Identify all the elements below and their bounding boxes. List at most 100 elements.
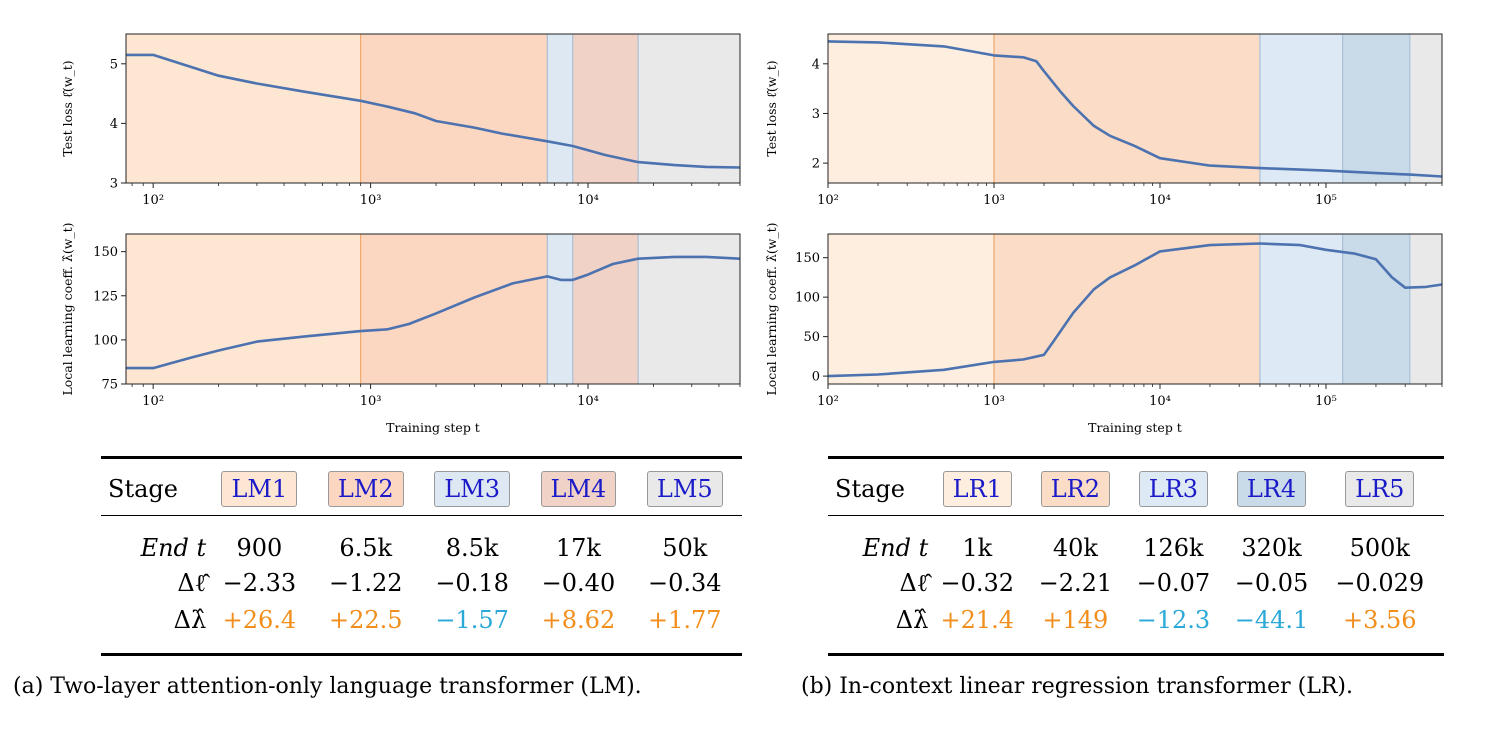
y-tick-label: 150 bbox=[795, 251, 820, 266]
end-step-value: 17k bbox=[555, 534, 601, 562]
lm-caption: (a) Two-layer attention-only language tr… bbox=[13, 674, 642, 699]
delta-loss-value: −1.22 bbox=[328, 569, 403, 597]
stage-header-row: Stage LR1 LR2 LR3 LR4 LR5 bbox=[835, 467, 1439, 511]
row-label-dllc: Δλ̂ bbox=[173, 606, 207, 634]
y-tick-label: 3 bbox=[812, 107, 820, 122]
plot-frame bbox=[125, 233, 741, 385]
y-tick-label: 3 bbox=[110, 177, 118, 192]
y-tick-label: 5 bbox=[110, 57, 118, 72]
stage-chip: LR1 bbox=[942, 471, 1012, 507]
stage-chip: LR5 bbox=[1345, 471, 1415, 507]
delta-loss-row: Δℓ̂ −2.33 −1.22 −0.18 −0.40 −0.34 bbox=[108, 565, 738, 601]
stage-band bbox=[126, 234, 361, 384]
delta-loss-value: −2.21 bbox=[1038, 569, 1113, 597]
stage-band bbox=[828, 34, 994, 183]
lm-stage-table: Stage LM1 LM2 LM3 LM4 LM5 End t 900 6.5k… bbox=[108, 467, 738, 639]
x-axis-label: Training step t bbox=[386, 420, 480, 435]
table-mid-rule bbox=[828, 515, 1444, 517]
stage-band bbox=[638, 34, 740, 183]
stage-chip: LM5 bbox=[646, 471, 723, 507]
table-top-rule bbox=[828, 456, 1444, 459]
series-line bbox=[827, 40, 1443, 178]
x-tick-label: 10⁴ bbox=[577, 193, 599, 208]
end-step-value: 500k bbox=[1349, 534, 1410, 562]
lm-llc-plot: 75 100 125 150 10² 10³ 10⁴ Local learning coeff… bbox=[60, 222, 741, 435]
y-tick-label: 150 bbox=[93, 245, 118, 260]
stage-header-label: Stage bbox=[108, 475, 178, 503]
end-step-value: 126k bbox=[1143, 534, 1204, 562]
stage-band bbox=[1409, 34, 1442, 183]
stage-chip: LM2 bbox=[327, 471, 404, 507]
row-label-end: End t bbox=[140, 534, 207, 562]
table-top-rule bbox=[101, 456, 742, 459]
plot-frame bbox=[827, 233, 1443, 385]
y-tick-label: 50 bbox=[803, 330, 820, 345]
series-line bbox=[126, 53, 741, 169]
stage-band bbox=[547, 34, 573, 183]
delta-llc-value: −44.1 bbox=[1234, 606, 1309, 634]
row-label-dloss: Δℓ̂ bbox=[177, 568, 207, 597]
stage-band bbox=[1342, 34, 1410, 183]
x-tick-label: 10² bbox=[817, 394, 839, 409]
x-tick-label: 10² bbox=[142, 193, 164, 208]
series-line bbox=[126, 255, 741, 370]
y-axis-label: Local learning coeff. λ̂(w_t) bbox=[764, 222, 779, 395]
x-tick-label: 10³ bbox=[983, 193, 1005, 208]
row-label-dllc: Δλ̂ bbox=[895, 606, 929, 634]
delta-llc-row: Δλ̂ +21.4 +149 −12.3 −44.1 +3.56 bbox=[835, 601, 1439, 639]
y-tick-label: 4 bbox=[110, 117, 118, 132]
end-step-value: 1k bbox=[962, 534, 993, 562]
stage-chip: LM3 bbox=[434, 471, 510, 507]
delta-loss-value: −0.05 bbox=[1234, 569, 1309, 597]
x-tick-label: 10⁴ bbox=[1149, 394, 1171, 409]
stage-chip: LR4 bbox=[1236, 471, 1307, 507]
y-axis-label: Local learning coeff. λ̂(w_t) bbox=[60, 222, 75, 395]
x-axis-label: Training step t bbox=[1088, 420, 1182, 435]
end-step-value: 6.5k bbox=[339, 534, 393, 562]
delta-llc-value: +3.56 bbox=[1342, 606, 1417, 634]
y-tick-label: 100 bbox=[795, 291, 820, 306]
stage-band bbox=[547, 234, 573, 384]
delta-llc-row: Δλ̂ +26.4 +22.5 −1.57 +8.62 +1.77 bbox=[108, 601, 738, 639]
stage-band bbox=[572, 234, 639, 384]
delta-loss-value: −0.40 bbox=[541, 569, 616, 597]
lr-charts: 2 3 4 10² 10³ 10⁴ 10⁵ Test loss ℓ̂(w_t) 0 50 100 15… bbox=[764, 33, 1443, 435]
end-step-row: End t 1k 40k 126k 320k 500k bbox=[835, 531, 1439, 565]
stage-band bbox=[993, 234, 1260, 384]
delta-loss-value: −0.34 bbox=[648, 569, 722, 597]
end-step-value: 8.5k bbox=[445, 534, 499, 562]
y-tick-label: 75 bbox=[101, 378, 118, 393]
stage-chip: LR2 bbox=[1040, 471, 1111, 507]
x-tick-label: 10² bbox=[142, 394, 164, 409]
stage-band bbox=[993, 34, 1260, 183]
x-tick-label: 10³ bbox=[360, 394, 382, 409]
y-tick-label: 2 bbox=[812, 157, 820, 172]
y-tick-label: 100 bbox=[93, 333, 118, 348]
x-tick-label: 10⁴ bbox=[1149, 193, 1171, 208]
lr-caption: (b) In-context linear regression transfo… bbox=[801, 674, 1353, 699]
x-tick-label: 10² bbox=[817, 193, 839, 208]
delta-loss-row: Δℓ̂ −0.32 −2.21 −0.07 −0.05 −0.029 bbox=[835, 565, 1439, 601]
lm-panel: 3 4 5 10² 10³ 10⁴ Test loss ℓ̂(w_t) 75 100 125 150… bbox=[13, 33, 742, 699]
series-line bbox=[827, 242, 1443, 378]
lm-loss-plot: 3 4 5 10² 10³ 10⁴ Test loss ℓ̂(w_t) bbox=[60, 33, 741, 208]
stage-band bbox=[360, 234, 548, 384]
delta-loss-value: −0.07 bbox=[1136, 569, 1211, 597]
x-tick-label: 10⁵ bbox=[1315, 193, 1337, 208]
delta-loss-value: −0.18 bbox=[435, 569, 509, 597]
y-tick-label: 0 bbox=[812, 370, 820, 385]
y-axis-label: Test loss ℓ̂(w_t) bbox=[60, 60, 75, 156]
table-bottom-rule bbox=[101, 653, 742, 656]
stage-band bbox=[360, 34, 548, 183]
y-tick-label: 4 bbox=[812, 57, 820, 72]
end-step-value: 50k bbox=[662, 534, 708, 562]
stage-chip: LM4 bbox=[540, 471, 617, 507]
stage-band bbox=[1342, 234, 1410, 384]
y-axis-label: Test loss ℓ̂(w_t) bbox=[764, 60, 779, 156]
stage-chip: LM1 bbox=[221, 471, 298, 507]
stage-header-row: Stage LM1 LM2 LM3 LM4 LM5 bbox=[108, 467, 738, 511]
lr-panel: 2 3 4 10² 10³ 10⁴ 10⁵ Test loss ℓ̂(w_t) 0 50 100 15… bbox=[751, 0, 1502, 732]
delta-llc-value: +149 bbox=[1042, 606, 1109, 634]
delta-llc-value: +26.4 bbox=[222, 606, 297, 634]
delta-llc-value: +21.4 bbox=[940, 606, 1015, 634]
